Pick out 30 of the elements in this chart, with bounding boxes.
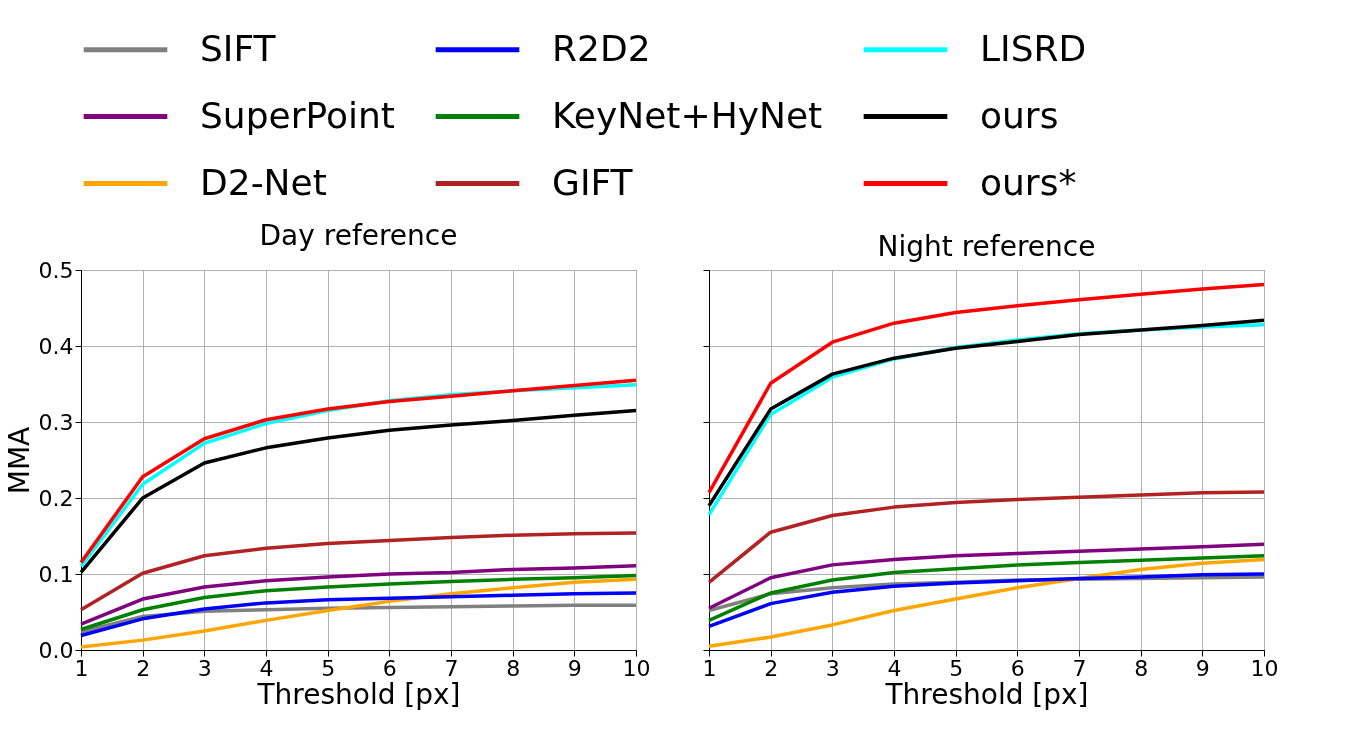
x-tick-label: 10: [1250, 655, 1279, 681]
legend-label: D2-Net: [200, 161, 327, 203]
x-tick-label: 2: [764, 655, 779, 681]
x-tick-label: 9: [1195, 655, 1210, 681]
x-tick-label: 8: [1134, 655, 1149, 681]
x-tick-label: 8: [506, 655, 521, 681]
chart-title: Night reference: [877, 229, 1096, 263]
legend-label: ours: [980, 94, 1059, 136]
chart-title: Day reference: [259, 219, 458, 252]
x-tick-label: 1: [74, 655, 89, 681]
legend-label: R2D2: [552, 27, 651, 69]
legend-label: SuperPoint: [200, 94, 395, 136]
y-tick-label: 0.4: [38, 333, 74, 359]
x-tick-label: 10: [622, 655, 651, 681]
y-tick-label: 0.3: [38, 409, 74, 435]
x-tick-label: 3: [197, 655, 212, 681]
y-tick-label: 0.5: [38, 257, 74, 283]
y-tick-label: 0.2: [38, 485, 74, 511]
legend-label: ours*: [980, 161, 1077, 203]
legend-label: LISRD: [980, 27, 1087, 69]
y-axis-title: MMA: [2, 426, 36, 495]
legend-label: GIFT: [552, 161, 634, 203]
legend-label: KeyNet+HyNet: [552, 94, 823, 136]
x-tick-label: 3: [825, 655, 840, 681]
x-tick-label: 1: [702, 655, 717, 681]
x-tick-label: 9: [567, 655, 582, 681]
y-tick-label: 0.0: [38, 637, 74, 663]
x-tick-label: 2: [136, 655, 151, 681]
y-tick-label: 0.1: [38, 561, 74, 587]
legend-label: SIFT: [200, 27, 277, 69]
